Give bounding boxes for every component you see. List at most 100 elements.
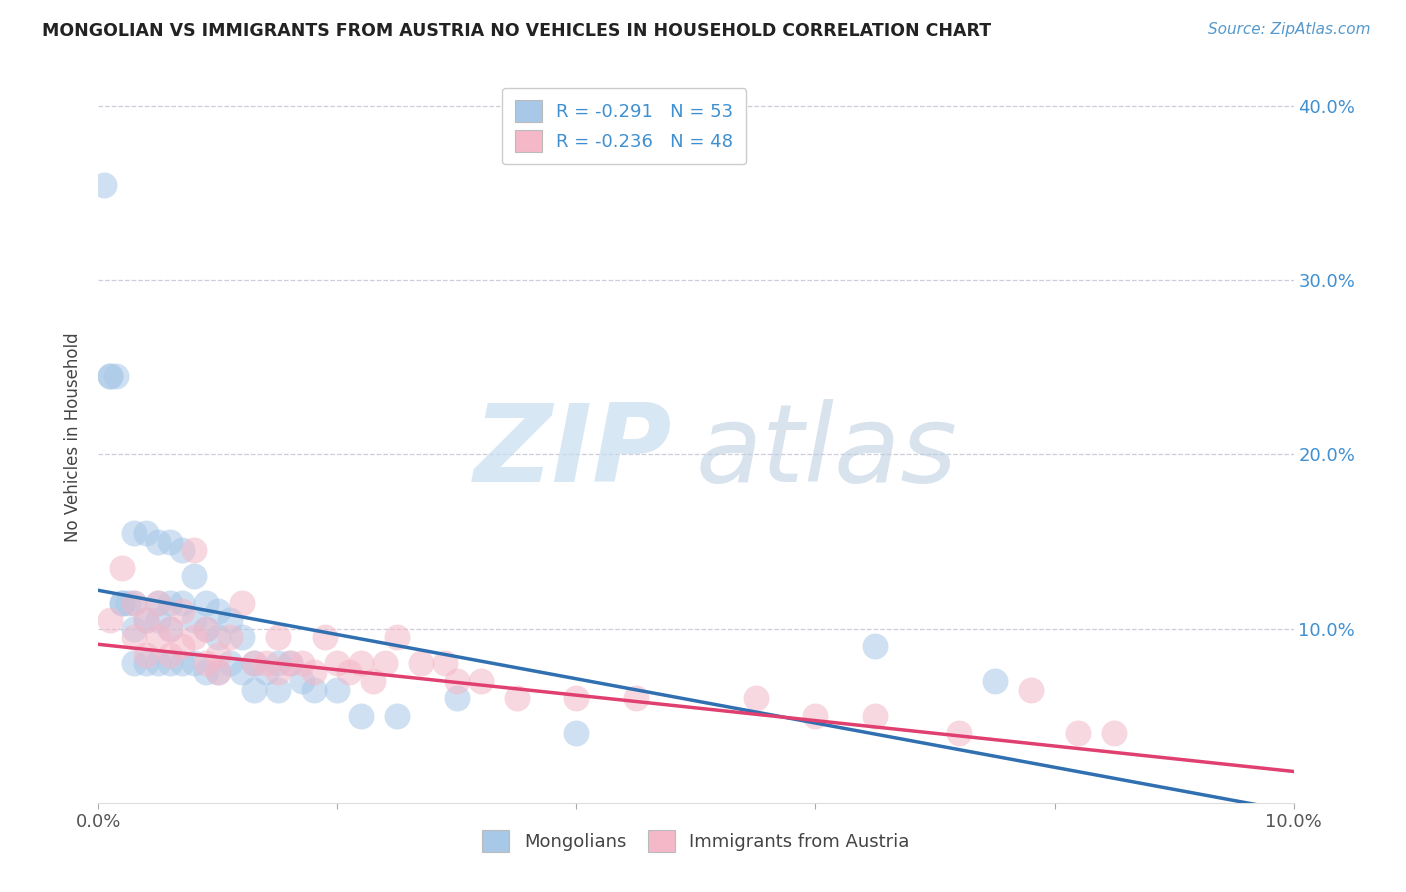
Point (1104, 726, 1126, 740)
Point (565, 726, 588, 740)
Point (135, 657, 157, 671)
Point (172, 657, 194, 671)
Point (339, 665, 361, 680)
Point (207, 648, 229, 662)
Point (302, 665, 325, 680)
Point (385, 631, 409, 645)
Point (291, 673, 314, 688)
Point (148, 534, 170, 549)
Point (195, 622, 218, 636)
Point (124, 595, 146, 609)
Point (254, 657, 277, 671)
Point (183, 569, 205, 583)
Point (267, 665, 290, 680)
Point (278, 657, 301, 671)
Point (183, 631, 205, 645)
Point (219, 657, 242, 671)
Point (148, 595, 170, 609)
Point (278, 657, 301, 671)
Point (135, 613, 157, 627)
Point (865, 708, 887, 723)
Point (231, 665, 253, 680)
Point (326, 682, 349, 697)
Point (219, 631, 242, 645)
Point (195, 657, 218, 671)
Point (159, 648, 181, 662)
Point (148, 613, 170, 627)
Point (267, 682, 290, 697)
Point (374, 657, 396, 671)
Point (159, 595, 181, 609)
Point (207, 604, 229, 618)
Point (117, 595, 139, 609)
Point (267, 657, 290, 671)
Point (626, 691, 648, 706)
Point (111, 595, 134, 609)
Point (172, 639, 194, 653)
Point (948, 726, 970, 740)
Point (135, 648, 157, 662)
Point (195, 622, 218, 636)
Y-axis label: No Vehicles in Household: No Vehicles in Household (65, 332, 83, 542)
Point (745, 691, 768, 706)
Point (183, 657, 205, 671)
Point (183, 543, 205, 558)
Point (231, 631, 253, 645)
Point (135, 525, 157, 540)
Point (231, 595, 253, 609)
Point (411, 657, 433, 671)
Point (159, 534, 181, 549)
Point (865, 639, 887, 653)
Point (291, 657, 314, 671)
Point (148, 631, 170, 645)
Point (172, 604, 194, 618)
Point (124, 622, 146, 636)
Point (148, 657, 170, 671)
Point (254, 665, 277, 680)
Point (1067, 726, 1090, 740)
Point (98, 369, 122, 384)
Point (93, 178, 115, 192)
Point (350, 708, 373, 723)
Point (267, 631, 290, 645)
Point (98, 613, 122, 627)
Point (434, 657, 457, 671)
Point (124, 525, 146, 540)
Point (148, 595, 170, 609)
Point (124, 595, 146, 609)
Point (984, 673, 1007, 688)
Point (124, 631, 146, 645)
Point (804, 708, 827, 723)
Point (207, 631, 229, 645)
Point (385, 708, 409, 723)
Point (195, 665, 218, 680)
Point (195, 595, 218, 609)
Point (326, 657, 349, 671)
Legend: Mongolians, Immigrants from Austria: Mongolians, Immigrants from Austria (475, 823, 917, 860)
Point (98, 369, 122, 384)
Point (506, 691, 529, 706)
Point (172, 543, 194, 558)
Point (243, 657, 266, 671)
Text: MONGOLIAN VS IMMIGRANTS FROM AUSTRIA NO VEHICLES IN HOUSEHOLD CORRELATION CHART: MONGOLIAN VS IMMIGRANTS FROM AUSTRIA NO … (42, 22, 991, 40)
Point (1019, 682, 1042, 697)
Point (124, 657, 146, 671)
Point (111, 560, 134, 574)
Point (172, 595, 194, 609)
Point (243, 657, 266, 671)
Point (207, 665, 229, 680)
Point (350, 657, 373, 671)
Point (243, 682, 266, 697)
Text: atlas: atlas (696, 400, 957, 504)
Point (219, 613, 242, 627)
Point (470, 673, 492, 688)
Text: Source: ZipAtlas.com: Source: ZipAtlas.com (1208, 22, 1371, 37)
Point (159, 657, 181, 671)
Point (207, 665, 229, 680)
Point (135, 613, 157, 627)
Point (183, 613, 205, 627)
Point (446, 691, 468, 706)
Point (446, 673, 468, 688)
Point (315, 631, 337, 645)
Point (363, 673, 385, 688)
